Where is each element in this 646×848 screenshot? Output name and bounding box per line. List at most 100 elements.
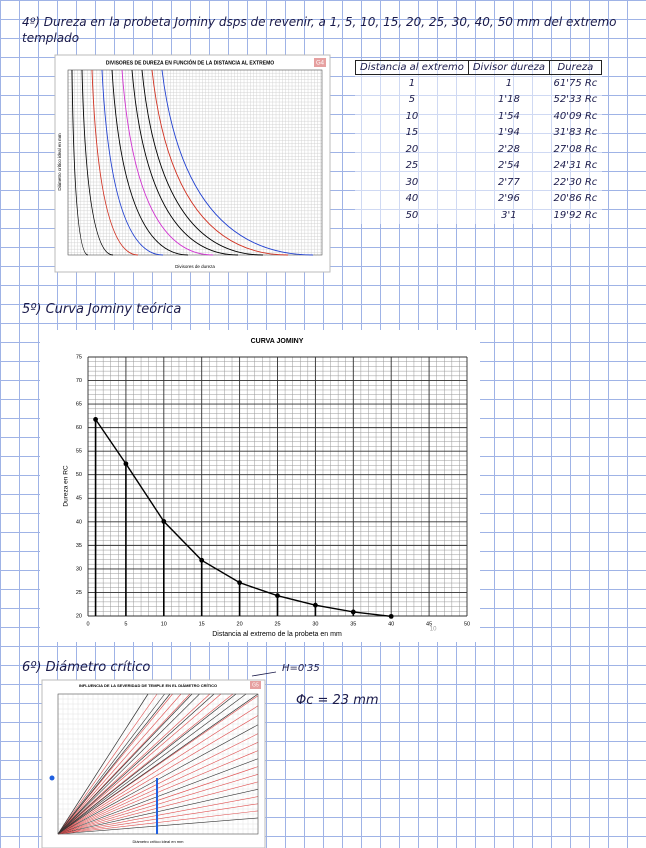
x-tick-label: 5 — [124, 621, 127, 627]
x-tick-label: 45 — [426, 621, 432, 627]
table-cell: 15 — [405, 127, 419, 139]
table-cell: 2'28 — [498, 143, 520, 155]
table-row: 40 2'96 20'86 Rc — [356, 191, 602, 208]
x-tick-label: 0 — [86, 621, 89, 627]
point — [313, 602, 318, 608]
table-cell: 24'31 Rc — [553, 160, 598, 172]
badge — [314, 58, 326, 67]
severity: H=0'35 — [282, 663, 320, 674]
x-tick-label: 15 — [199, 621, 205, 627]
fan-line — [57, 715, 259, 835]
x-tick-label: 20 — [237, 621, 243, 627]
axis-label: Diámetro crítico ideal en mm — [57, 133, 62, 191]
table-cell: 30 — [405, 176, 419, 188]
table-cell: 1'18 — [498, 94, 520, 106]
table-cell: 19'92 Rc — [553, 209, 598, 221]
point — [388, 613, 394, 619]
curve — [151, 69, 289, 256]
curve — [161, 69, 314, 256]
table-cell: 20 — [405, 143, 419, 155]
table-row: 15 1'94 31'83 Rc — [356, 125, 602, 142]
fan-line — [57, 693, 149, 835]
point — [350, 609, 356, 615]
x-tick-label: 35 — [350, 621, 356, 627]
axis-label: Diámetro crítico ideal en mm — [133, 839, 185, 844]
point — [93, 416, 98, 422]
x-tick-label: 30 — [312, 621, 318, 627]
table-cell: 2'77 — [498, 176, 520, 188]
fan-line — [57, 693, 222, 835]
fan-line — [57, 705, 259, 835]
curve — [131, 69, 239, 256]
fan-line — [57, 693, 182, 835]
table-cell: 31'83 Rc — [553, 127, 598, 139]
table-cell: 40'09 Rc — [553, 110, 598, 122]
fan-line — [57, 693, 237, 835]
point — [123, 461, 129, 467]
y-tick-label: 50 — [76, 472, 82, 478]
y-tick-label: 30 — [76, 566, 82, 572]
axis-label: Divisores de dureza — [175, 264, 215, 269]
curve — [91, 69, 139, 256]
y-tick-label: 55 — [76, 449, 82, 455]
table-row: 1 1 61'75 Rc — [356, 75, 602, 92]
fan-line — [57, 693, 171, 835]
figure-frame — [54, 54, 331, 273]
fan-line — [57, 693, 259, 835]
curve — [71, 69, 89, 256]
figure-title: DIVISORES DE DUREZA EN FUNCIÓN DE LA DIS… — [106, 58, 274, 66]
table-cell: 2'96 — [498, 193, 520, 205]
y-tick-label: 60 — [76, 425, 82, 431]
table-cell: 27'08 Rc — [553, 143, 598, 155]
y-tick-label: 65 — [76, 402, 82, 408]
table-cell: 10 — [405, 110, 419, 122]
fan-line — [57, 693, 200, 835]
point — [275, 593, 280, 599]
hardness-table: Distancia al extremo Divisor dureza Dureza… — [355, 60, 602, 224]
fan-line — [57, 693, 165, 835]
y-tick-label: 35 — [76, 543, 82, 549]
table-cell: 25 — [405, 160, 419, 172]
y-tick-label: 45 — [76, 496, 82, 502]
figure-title: INFLUENCIA DE LA SEVERIDAD DE TEMPLE EN … — [79, 683, 217, 688]
table-row: 25 2'54 24'31 Rc — [356, 158, 602, 175]
table-row: 50 3'1 19'92 Rc — [356, 207, 602, 224]
curve — [141, 69, 264, 256]
table-cell: 1 — [505, 77, 513, 89]
table-cell: 1 — [408, 77, 416, 89]
table-cell: 20'86 Rc — [553, 193, 598, 205]
table-cell: 52'33 Rc — [553, 94, 598, 106]
chart-title: CURVA JOMINY — [251, 338, 304, 345]
table-header: Distancia al extremo — [355, 60, 469, 75]
curve — [121, 69, 214, 256]
point — [161, 518, 167, 524]
table-row: 5 1'18 52'33 Rc — [356, 92, 602, 109]
table-cell: 2'54 — [498, 160, 520, 172]
badge — [250, 681, 261, 689]
y-tick-label: 20 — [76, 613, 82, 619]
x-tick-label: 25 — [274, 621, 280, 627]
fan-line — [57, 693, 193, 835]
marker-dot — [49, 775, 55, 781]
table-cell: 61'75 Rc — [553, 77, 598, 89]
severity-arrow — [251, 671, 277, 677]
y-tick-label: 70 — [76, 378, 82, 384]
table-cell: 40 — [405, 193, 419, 205]
table-header: Dureza — [548, 60, 602, 75]
curve — [101, 69, 164, 256]
table-cell: 1'54 — [498, 110, 520, 122]
table-header: Divisor dureza — [467, 60, 550, 75]
annotation: 10 — [430, 627, 437, 633]
fan-line — [57, 693, 247, 835]
table-row: 10 1'54 40'09 Rc — [356, 108, 602, 125]
fan-line — [57, 693, 158, 835]
badge-text: G4 — [316, 61, 325, 67]
point — [237, 580, 243, 586]
x-tick-label: 10 — [161, 621, 167, 627]
y-tick-label: 40 — [76, 519, 82, 525]
heading: 4º) Dureza en la probeta Jominy dsps de … — [22, 15, 617, 45]
table-cell: 3'1 — [501, 209, 517, 221]
curve — [111, 69, 189, 256]
